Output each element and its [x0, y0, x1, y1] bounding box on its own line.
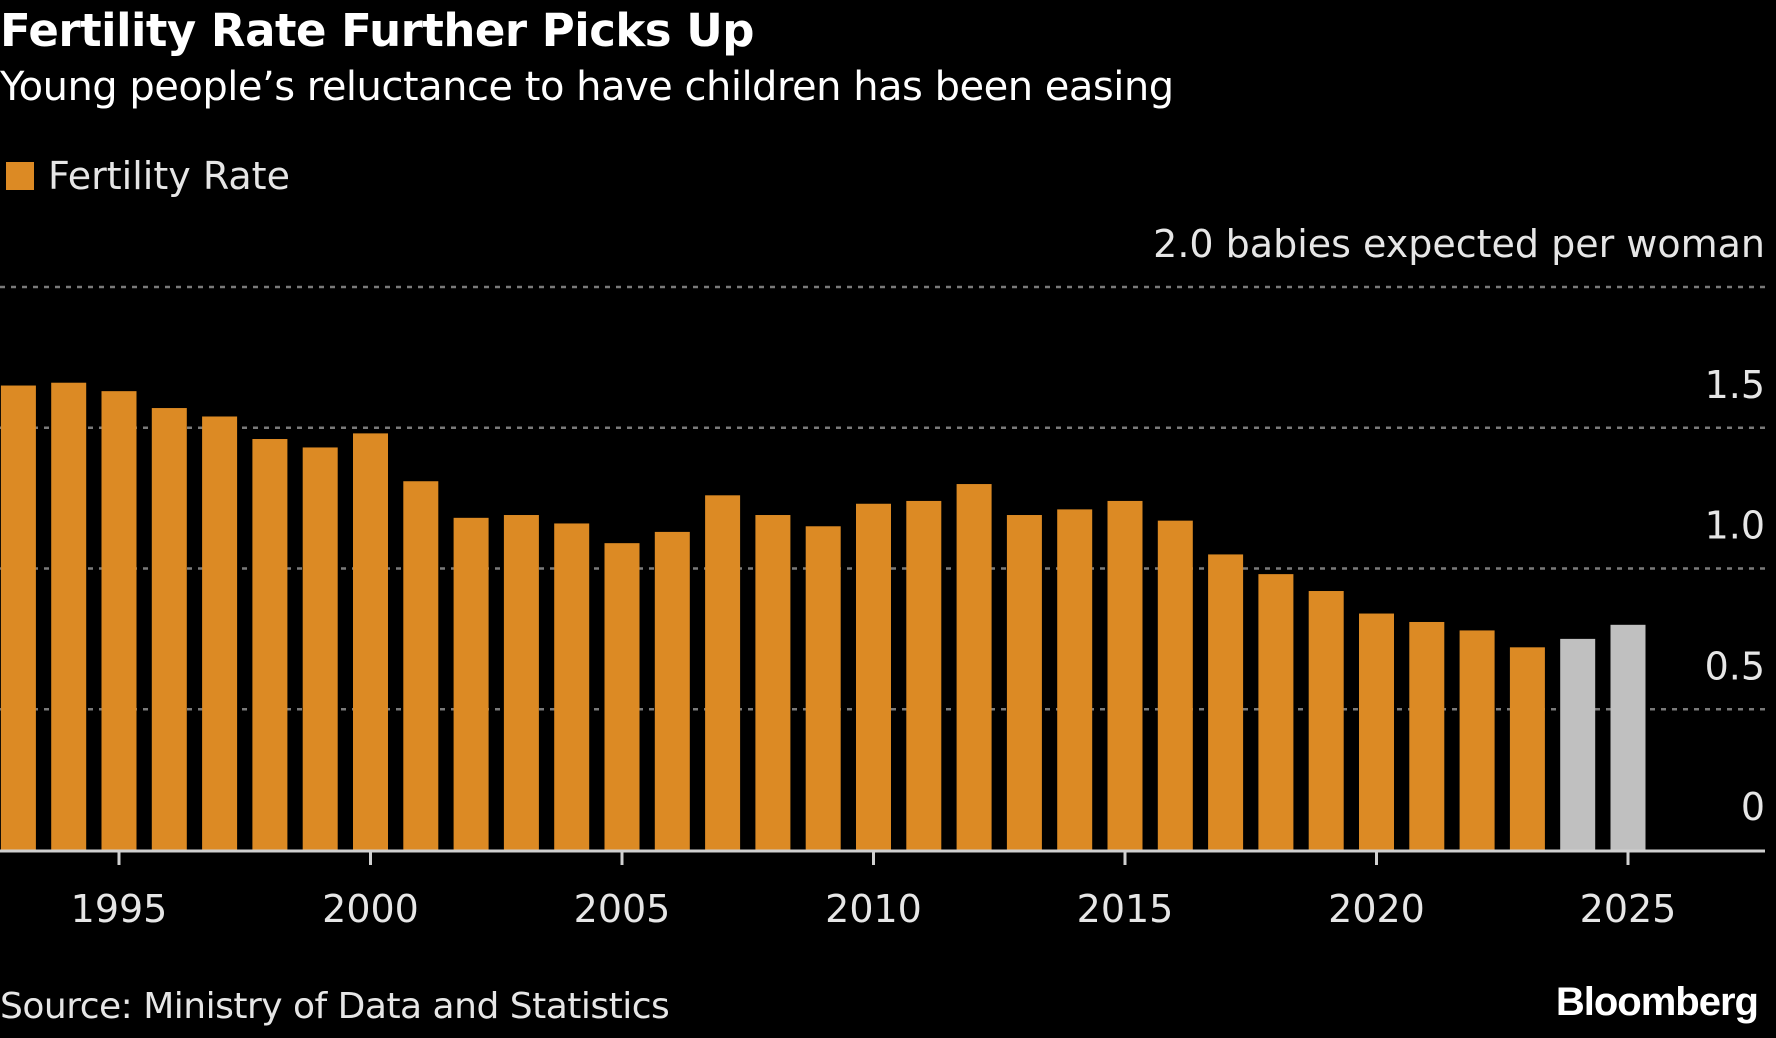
x-tick-label: 2025 — [1580, 887, 1677, 931]
bar-2016 — [1157, 520, 1193, 850]
bar-2013 — [1006, 515, 1042, 850]
x-tick-label: 2020 — [1328, 887, 1425, 931]
bar-2004 — [554, 523, 590, 850]
bar-1999 — [302, 447, 338, 850]
bar-2010 — [856, 503, 891, 850]
bar-2022 — [1459, 630, 1495, 850]
bar-2020 — [1359, 613, 1394, 850]
bar-2014 — [1057, 509, 1093, 850]
top-tick-label: 2.0 babies expected per woman — [1153, 222, 1765, 266]
y-tick-label: 1.0 — [1705, 504, 1765, 548]
bar-2006 — [654, 531, 690, 850]
y-tick-label: 1.5 — [1705, 363, 1765, 407]
bar-2002 — [453, 517, 489, 850]
x-tick-label: 2010 — [825, 887, 922, 931]
bar-1997 — [202, 416, 238, 850]
bar-2023 — [1509, 647, 1545, 850]
x-tick-label: 1995 — [71, 887, 168, 931]
bar-2018 — [1258, 574, 1294, 850]
x-tick-label: 2005 — [574, 887, 671, 931]
bar-2021 — [1409, 621, 1445, 850]
bar-2015 — [1107, 500, 1143, 850]
bar-2017 — [1208, 554, 1244, 850]
legend: Fertility Rate — [6, 154, 290, 198]
bar-2008 — [755, 515, 791, 850]
bar-1995 — [101, 391, 137, 850]
bar-2024 — [1560, 638, 1596, 850]
bar-2007 — [705, 495, 741, 850]
bar-2011 — [906, 500, 942, 850]
bar-2001 — [403, 481, 439, 850]
bar-1998 — [252, 439, 288, 850]
chart-title: Fertility Rate Further Picks Up — [0, 4, 755, 57]
bar-2025 — [1610, 624, 1646, 850]
bar-2009 — [805, 526, 841, 850]
bar-1993 — [0, 385, 36, 850]
legend-swatch — [6, 162, 34, 190]
source-note: Source: Ministry of Data and Statistics — [0, 986, 670, 1027]
bar-2012 — [956, 484, 992, 850]
bloomberg-logo: Bloomberg — [1555, 980, 1759, 1024]
bar-2000 — [353, 433, 388, 850]
bar-2003 — [503, 515, 539, 850]
y-tick-label: 0 — [1741, 785, 1765, 829]
chart-subtitle: Young people’s reluctance to have childr… — [0, 64, 1174, 110]
x-tick-label: 2015 — [1077, 887, 1174, 931]
bar-1996 — [151, 408, 187, 850]
y-tick-label: 0.5 — [1705, 644, 1765, 688]
legend-label: Fertility Rate — [48, 154, 290, 198]
bar-2019 — [1308, 591, 1344, 850]
bar-1994 — [51, 382, 87, 850]
x-tick-label: 2000 — [322, 887, 419, 931]
bar-2005 — [604, 543, 640, 850]
